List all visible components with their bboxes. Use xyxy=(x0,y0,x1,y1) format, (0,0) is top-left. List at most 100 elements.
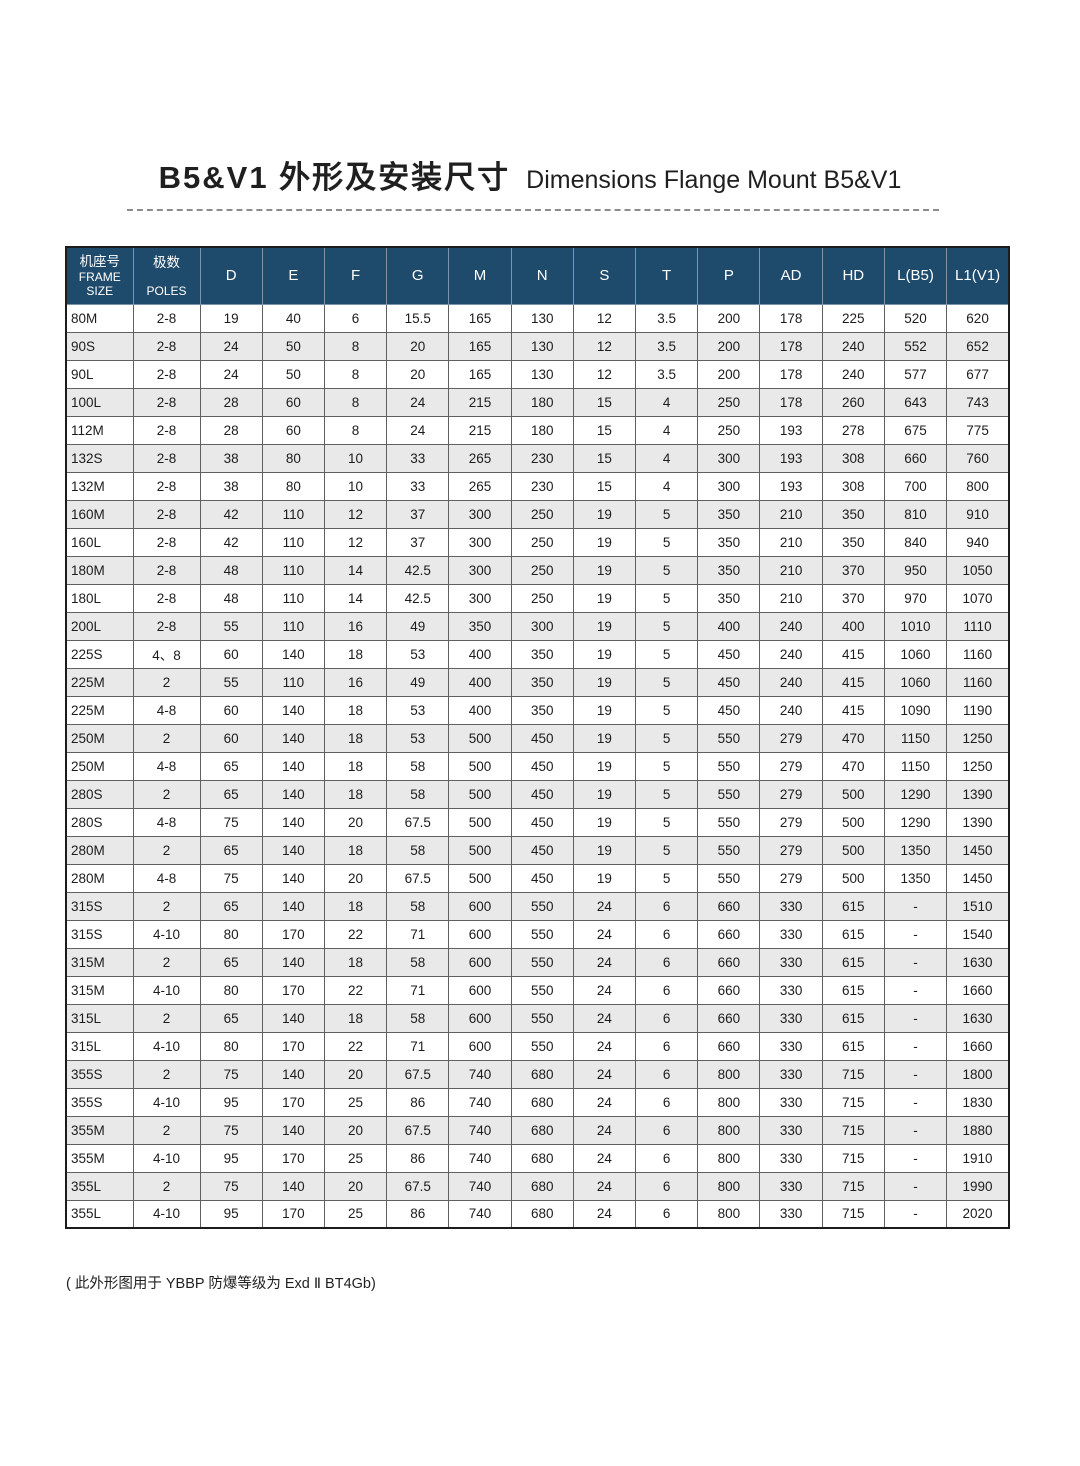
dimension-value-cell: 6 xyxy=(635,1115,699,1145)
dimension-value-cell: 12 xyxy=(323,499,388,529)
dimension-value-cell: 2 xyxy=(132,1115,201,1145)
table-row: 250M 2 60 140 18 53 500 450 19 5 550 279 470 1150 1250 xyxy=(65,723,1010,753)
dimension-value-cell: 1050 xyxy=(946,555,1010,585)
dimension-value-cell: 760 xyxy=(946,443,1010,473)
page-title: B5&V1 外形及安装尺寸 Dimensions Flange Mount B5&… xyxy=(0,152,1060,197)
dimension-value-cell: 5 xyxy=(635,555,699,585)
dimension-value-cell: 5 xyxy=(635,611,699,641)
dimension-value-cell: 18 xyxy=(323,779,388,809)
dimension-value-cell: 8 xyxy=(323,415,388,445)
dimension-value-cell: 38 xyxy=(199,443,263,473)
dimension-value-cell: 19 xyxy=(572,695,637,725)
frame-size-cell: 80M xyxy=(65,303,134,333)
table-row: 225S 4、8 60 140 18 53 400 350 19 5 450 240 415 1060 11… xyxy=(65,639,1010,669)
dimension-value-cell: 6 xyxy=(635,1087,699,1117)
dimension-value-cell: 14 xyxy=(323,583,388,613)
header-label-en: POLES xyxy=(146,283,187,298)
dimension-value-cell: 6 xyxy=(635,891,699,921)
frame-size-cell: 315S xyxy=(65,919,134,949)
dimension-value-cell: 140 xyxy=(261,1059,325,1089)
dimension-value-cell: 1830 xyxy=(946,1087,1010,1117)
dimension-value-cell: 24 xyxy=(572,1003,637,1033)
dimension-value-cell: 12 xyxy=(572,359,637,389)
dimension-value-cell: 8 xyxy=(323,331,388,361)
dimension-value-cell: 400 xyxy=(448,695,512,725)
frame-size-cell: 180L xyxy=(65,583,134,613)
dimension-value-cell: 775 xyxy=(946,415,1010,445)
dimension-value-cell: 660 xyxy=(697,975,761,1005)
dimension-value-cell: 250 xyxy=(697,415,761,445)
table-row: 315L 2 65 140 18 58 600 550 24 6 660 330 615-1630 xyxy=(65,1003,1010,1033)
dimension-value-cell: 330 xyxy=(759,1087,823,1117)
dimension-value-cell: 4-10 xyxy=(132,975,201,1005)
dimension-value-cell: 415 xyxy=(821,639,885,669)
dimension-value-cell: 1910 xyxy=(946,1143,1010,1173)
dimension-value-cell: 20 xyxy=(323,1171,388,1201)
dimension-value-cell: 1160 xyxy=(946,639,1010,669)
dimension-value-cell: 1390 xyxy=(946,779,1010,809)
column-header-m: M xyxy=(448,246,512,305)
dimension-value-cell: 86 xyxy=(386,1199,450,1229)
column-header-t: T xyxy=(635,246,699,305)
dimension-value-cell: 800 xyxy=(946,471,1010,501)
dimension-value-cell: 18 xyxy=(323,835,388,865)
dimension-value-cell: 2-8 xyxy=(132,471,201,501)
dimension-value-cell: 1110 xyxy=(946,611,1010,641)
dimension-value-cell: 520 xyxy=(883,303,948,333)
dimension-value-cell: 58 xyxy=(386,779,450,809)
dimension-value-cell: 65 xyxy=(199,835,263,865)
dimension-value-cell: 95 xyxy=(199,1143,263,1173)
dimension-value-cell: 4-8 xyxy=(132,695,201,725)
dimension-value-cell: 1660 xyxy=(946,975,1010,1005)
dimension-value-cell: 810 xyxy=(883,499,948,529)
dimension-value-cell: 400 xyxy=(448,639,512,669)
dimension-value-cell: 38 xyxy=(199,471,263,501)
dimension-value-cell: 715 xyxy=(821,1199,885,1229)
dimension-value-cell: 279 xyxy=(759,807,823,837)
dimension-value-cell: 25 xyxy=(323,1199,388,1229)
dimension-value-cell: 1990 xyxy=(946,1171,1010,1201)
dimension-value-cell: 800 xyxy=(697,1171,761,1201)
dimension-value-cell: 165 xyxy=(448,359,512,389)
dimension-value-cell: 4-8 xyxy=(132,751,201,781)
dimension-value-cell: 140 xyxy=(261,639,325,669)
dimension-value-cell: 600 xyxy=(448,975,512,1005)
dimension-value-cell: 65 xyxy=(199,1003,263,1033)
dimension-value-cell: 800 xyxy=(697,1087,761,1117)
dimension-value-cell: 550 xyxy=(510,1031,574,1061)
dimension-value-cell: 550 xyxy=(697,807,761,837)
dimension-value-cell: 86 xyxy=(386,1087,450,1117)
column-header-frame: 机座号 FRAME SIZE xyxy=(65,246,134,305)
dimension-value-cell: 1150 xyxy=(883,751,948,781)
frame-size-cell: 160M xyxy=(65,499,134,529)
dimension-value-cell: 2-8 xyxy=(132,303,201,333)
dimension-value-cell: 278 xyxy=(821,415,885,445)
dimension-value-cell: 20 xyxy=(323,1115,388,1145)
dimension-value-cell: 2-8 xyxy=(132,499,201,529)
dimension-value-cell: 577 xyxy=(883,359,948,389)
dimension-value-cell: 8 xyxy=(323,387,388,417)
dimension-value-cell: 16 xyxy=(323,611,388,641)
dimension-value-cell: 1190 xyxy=(946,695,1010,725)
dimension-value-cell: 1450 xyxy=(946,835,1010,865)
dimension-value-cell: 170 xyxy=(261,1199,325,1229)
frame-size-cell: 200L xyxy=(65,611,134,641)
dimension-value-cell: 660 xyxy=(883,443,948,473)
dimension-value-cell: 200 xyxy=(697,359,761,389)
dimension-value-cell: 15.5 xyxy=(386,303,450,333)
dimension-value-cell: 800 xyxy=(697,1143,761,1173)
dimension-value-cell: 3.5 xyxy=(635,331,699,361)
dimension-value-cell: 18 xyxy=(323,723,388,753)
frame-size-cell: 280M xyxy=(65,835,134,865)
dimension-value-cell: 18 xyxy=(323,639,388,669)
table-row: 315M 4-10 80 170 22 71 600 550 24 6 660 330 615-1660 xyxy=(65,975,1010,1005)
dimension-value-cell: 4 xyxy=(635,415,699,445)
dimension-value-cell: 60 xyxy=(261,415,325,445)
dimension-value-cell: 18 xyxy=(323,947,388,977)
dimension-value-cell: 49 xyxy=(386,667,450,697)
dimension-value-cell: 50 xyxy=(261,331,325,361)
dimension-value-cell: 230 xyxy=(510,443,574,473)
dimension-value-cell: 130 xyxy=(510,331,574,361)
dimension-value-cell: 12 xyxy=(323,527,388,557)
